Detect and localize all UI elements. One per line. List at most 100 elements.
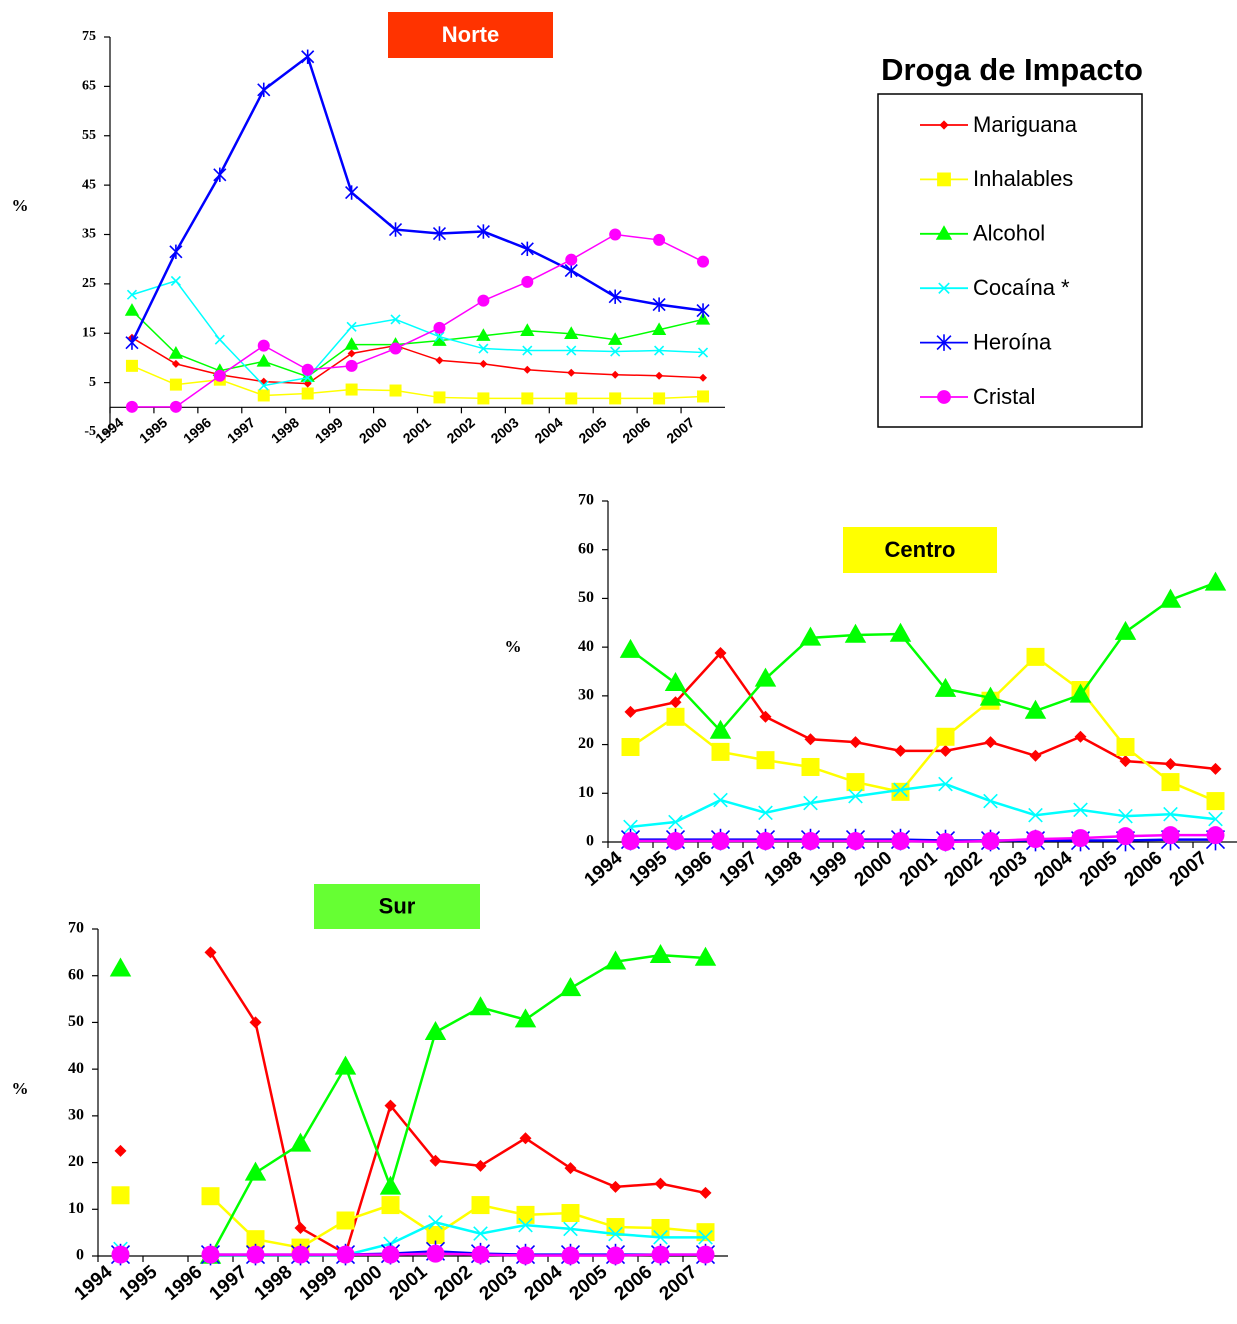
chart-title: Centro <box>885 537 956 562</box>
y-tick-label: 0 <box>76 1247 84 1264</box>
y-tick-label: 40 <box>68 1060 84 1077</box>
marker <box>651 1218 670 1237</box>
x-tick-label: 1996 <box>180 414 214 446</box>
series-line <box>209 1195 706 1249</box>
x-tick-label: 2005 <box>566 1261 612 1305</box>
marker-stroke <box>668 814 683 830</box>
marker <box>469 996 492 1016</box>
marker <box>1206 826 1225 845</box>
legend-label: Inhalables <box>973 166 1073 191</box>
marker <box>938 776 953 792</box>
marker <box>695 311 711 325</box>
series-line <box>131 310 704 378</box>
y-tick-label: 60 <box>68 966 84 983</box>
title-box <box>314 884 480 929</box>
marker <box>846 773 865 792</box>
marker <box>983 793 998 809</box>
marker <box>345 383 358 396</box>
series-line <box>209 951 706 1256</box>
marker <box>294 1221 307 1234</box>
chart-title: Sur <box>379 893 416 918</box>
x-tick-label: 2007 <box>656 1262 702 1305</box>
marker <box>844 623 867 643</box>
marker <box>1026 647 1045 666</box>
x-tick-label: 1999 <box>296 1262 342 1305</box>
y-tick-label: 70 <box>578 492 594 509</box>
marker <box>384 1099 397 1112</box>
y-tick-label: 30 <box>68 1107 84 1124</box>
series-line <box>131 337 704 385</box>
x-tick-label: 2007 <box>663 414 697 446</box>
marker <box>1116 738 1135 757</box>
marker <box>476 328 491 341</box>
legend-box <box>877 93 1143 428</box>
marker <box>1119 755 1132 768</box>
marker <box>428 1215 443 1230</box>
marker <box>111 1245 130 1264</box>
marker <box>937 172 951 187</box>
marker-stroke <box>170 275 181 286</box>
marker <box>518 1217 533 1233</box>
marker <box>201 1245 220 1264</box>
marker <box>379 1175 402 1195</box>
marker <box>611 370 620 379</box>
marker <box>938 282 950 294</box>
marker <box>799 626 822 646</box>
marker <box>564 263 578 278</box>
marker <box>699 1186 712 1199</box>
marker <box>1118 808 1133 824</box>
marker <box>204 946 217 959</box>
y-tick-label: 40 <box>578 638 594 655</box>
x-tick-label: 2002 <box>941 848 987 891</box>
marker <box>606 1218 625 1237</box>
marker-stroke <box>983 793 998 809</box>
marker <box>201 1187 220 1206</box>
marker <box>889 622 912 642</box>
marker <box>111 1186 130 1205</box>
marker <box>477 294 490 307</box>
marker <box>347 349 356 358</box>
marker <box>668 814 683 830</box>
x-tick-label: 1996 <box>671 848 717 891</box>
marker <box>381 1196 400 1215</box>
y-tick-label: 10 <box>68 1200 84 1217</box>
marker <box>939 120 949 130</box>
marker <box>246 1230 265 1249</box>
marker <box>171 359 180 368</box>
series-line <box>629 581 1216 733</box>
marker <box>561 1246 580 1265</box>
marker <box>664 671 687 691</box>
marker <box>696 303 710 318</box>
marker <box>1114 620 1137 640</box>
series-line <box>209 953 706 1257</box>
series-line <box>130 54 704 344</box>
x-tick-label: 2002 <box>444 414 478 446</box>
y-tick-label: 50 <box>68 1013 84 1030</box>
y-tick-label: -5 <box>84 424 96 439</box>
marker <box>479 359 488 368</box>
marker-stroke <box>713 792 728 808</box>
marker <box>516 1246 535 1265</box>
marker <box>801 757 820 776</box>
x-tick-label: 2001 <box>896 847 942 891</box>
marker <box>621 832 640 851</box>
legend-label: Cocaína * <box>973 275 1070 300</box>
marker <box>336 1211 355 1230</box>
marker <box>1161 826 1180 845</box>
y-tick-label: 50 <box>578 589 594 606</box>
marker <box>697 390 710 403</box>
marker <box>291 1245 310 1264</box>
marker-stroke <box>654 345 665 356</box>
marker <box>981 832 1000 851</box>
marker <box>653 1229 668 1245</box>
marker <box>521 275 534 288</box>
marker <box>125 400 138 413</box>
x-tick-label: 1996 <box>161 1262 207 1305</box>
marker <box>1163 806 1178 822</box>
marker <box>125 335 139 350</box>
marker <box>609 228 622 241</box>
marker <box>522 345 533 356</box>
marker <box>623 819 638 835</box>
x-tick-label: 2006 <box>619 414 653 446</box>
x-tick-label: 2000 <box>341 1262 387 1305</box>
